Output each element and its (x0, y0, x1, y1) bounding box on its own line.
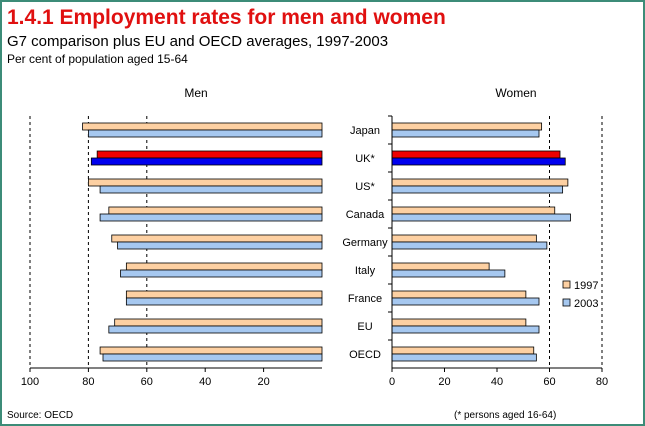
women-x-tick-label: 0 (389, 376, 395, 388)
men-bar-2003 (99, 213, 323, 222)
category-label: US* (355, 181, 375, 193)
chart-subtitle: G7 comparison plus EU and OECD averages,… (7, 33, 389, 50)
women-bar-1997 (391, 206, 556, 215)
women-bar-2003 (391, 157, 566, 166)
chart-title: 1.4.1 Employment rates for men and women (7, 6, 446, 29)
women-bar-1997 (391, 234, 537, 243)
category-label: Canada (346, 209, 385, 221)
category-label: Germany (342, 237, 388, 249)
category-label: Italy (355, 265, 376, 277)
women-bar-2003 (391, 129, 540, 138)
men-bar-2003 (120, 269, 323, 278)
men-bar-2003 (90, 157, 323, 166)
legend-label-2003: 2003 (574, 298, 598, 310)
chart-units-note: Per cent of population aged 15-64 (7, 52, 188, 66)
category-label: EU (357, 321, 372, 333)
footnote: (* persons aged 16-64) (454, 410, 557, 421)
women-bar-1997 (391, 262, 490, 271)
men-x-tick-label: 60 (141, 376, 153, 388)
men-bar-1997 (82, 122, 323, 131)
men-x-tick-label: 40 (199, 376, 211, 388)
men-x-tick-label: 100 (21, 376, 39, 388)
women-bar-2003 (391, 297, 540, 306)
women-bar-1997 (391, 318, 527, 327)
women-panel-title: Women (495, 86, 536, 100)
source-note: Source: OECD (7, 410, 74, 421)
men-x-tick-label: 80 (82, 376, 94, 388)
men-bar-2003 (102, 353, 323, 362)
category-label: Japan (350, 125, 380, 137)
men-bar-2003 (125, 297, 323, 306)
category-label: UK* (355, 153, 375, 165)
women-bar-1997 (391, 178, 569, 187)
legend-swatch-2003 (562, 298, 571, 307)
women-bar-2003 (391, 325, 540, 334)
women-x-tick-label: 80 (596, 376, 608, 388)
legend-swatch-1997 (562, 280, 571, 289)
men-panel-title: Men (184, 86, 207, 100)
men-x-tick-label: 20 (257, 376, 269, 388)
women-x-tick-label: 20 (438, 376, 450, 388)
men-bar-2003 (117, 241, 323, 250)
men-bar-1997 (108, 206, 323, 215)
men-bar-1997 (111, 234, 323, 243)
women-bar-1997 (391, 150, 561, 159)
women-bar-1997 (391, 122, 543, 131)
men-bar-2003 (99, 185, 323, 194)
men-bar-2003 (88, 129, 323, 138)
legend-label-1997: 1997 (574, 280, 598, 292)
women-bar-2003 (391, 213, 571, 222)
category-label: France (348, 293, 382, 305)
women-x-tick-label: 40 (491, 376, 503, 388)
women-bar-2003 (391, 269, 506, 278)
men-bar-1997 (125, 290, 323, 299)
men-bar-1997 (114, 318, 323, 327)
men-bar-1997 (99, 346, 323, 355)
women-bar-2003 (391, 353, 537, 362)
men-bar-1997 (96, 150, 323, 159)
women-bar-1997 (391, 346, 535, 355)
category-label: OECD (349, 349, 381, 361)
men-bar-2003 (108, 325, 323, 334)
women-bar-2003 (391, 241, 548, 250)
women-bar-2003 (391, 185, 564, 194)
women-x-tick-label: 60 (543, 376, 555, 388)
men-bar-1997 (88, 178, 323, 187)
men-bar-1997 (125, 262, 323, 271)
women-bar-1997 (391, 290, 527, 299)
